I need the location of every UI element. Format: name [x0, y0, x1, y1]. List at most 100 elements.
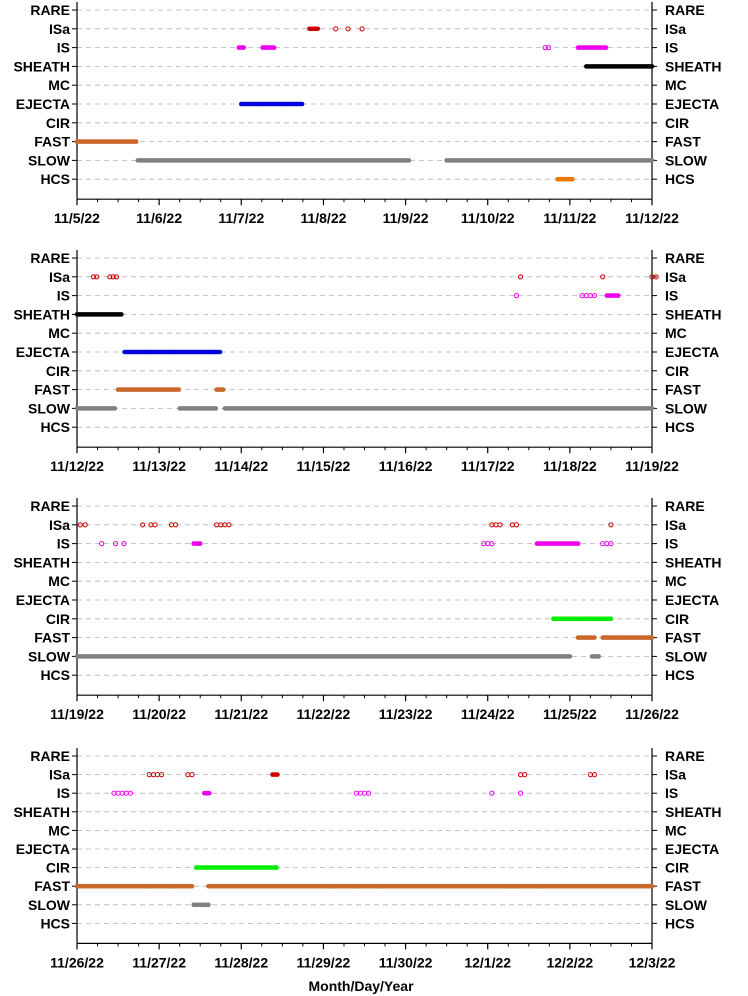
category-label-left: SHEATH	[13, 58, 70, 74]
marker-sheath	[649, 64, 655, 69]
x-tick-label: 11/20/22	[132, 706, 186, 722]
series-fast-solid	[74, 883, 655, 889]
category-label-right: HCS	[665, 419, 695, 435]
x-tick-label: 11/12/22	[50, 458, 104, 474]
category-label-right: CIR	[665, 363, 689, 379]
x-tick-label: 11/27/22	[132, 954, 186, 970]
category-label-left: MC	[48, 822, 70, 838]
x-tick-label: 11/5/22	[54, 210, 100, 226]
marker-isa-open	[517, 274, 524, 280]
series-isa-open	[90, 274, 659, 280]
series-fast-solid	[115, 387, 226, 392]
marker-isa-open	[189, 772, 195, 778]
category-label-right: EJECTA	[665, 96, 719, 112]
category-label-right: EJECTA	[665, 841, 719, 857]
marker-fast	[592, 635, 597, 640]
category-label-right: RARE	[665, 498, 705, 514]
x-tick-label: 11/11/22	[543, 210, 596, 226]
category-label-left: ISa	[49, 767, 70, 783]
category-label-left: EJECTA	[16, 841, 70, 857]
category-label-right: MC	[665, 325, 687, 341]
series-isa-solid	[270, 772, 280, 777]
marker-is-open	[517, 790, 524, 796]
category-label-left: HCS	[40, 915, 70, 931]
marker-cir	[274, 865, 279, 870]
marker-slow	[649, 158, 655, 163]
panel-4: RARE RARE ISa ISa IS IS SHEATH SHEATH MC MC EJECTA…	[13, 748, 722, 970]
series-sheath-solid	[583, 64, 655, 69]
x-tick-label: 11/8/22	[300, 210, 346, 226]
category-label-right: ISa	[665, 21, 686, 37]
marker-slow	[649, 406, 655, 411]
x-tick-label: 11/14/22	[214, 458, 268, 474]
marker-isa-open	[113, 274, 120, 280]
x-tick-label: 11/29/22	[297, 954, 351, 970]
x-tick-label: 11/18/22	[543, 458, 597, 474]
series-sheath-solid	[74, 312, 124, 317]
marker-isa-open	[653, 274, 659, 280]
marker-ejecta	[217, 349, 223, 355]
series-slow-solid	[74, 654, 601, 659]
marker-isa-open	[94, 274, 100, 280]
marker-isa-open	[333, 26, 339, 32]
marker-isa-open	[359, 26, 365, 32]
marker-is-open	[366, 790, 372, 796]
marker-isa-open	[513, 522, 520, 528]
x-tick-label: 11/19/22	[50, 706, 104, 722]
category-label-right: FAST	[665, 878, 701, 894]
x-tick-label: 11/22/22	[297, 706, 351, 722]
category-label-right: HCS	[665, 667, 695, 683]
category-label-right: ISa	[665, 269, 686, 285]
category-label-right: SLOW	[665, 648, 708, 664]
series-ejecta-solid	[238, 101, 305, 107]
x-tick-label: 11/24/22	[461, 706, 515, 722]
category-label-left: RARE	[30, 250, 70, 266]
series-is-solid	[202, 790, 212, 796]
category-label-right: SHEATH	[665, 804, 722, 820]
series-slow-solid	[74, 406, 655, 411]
marker-is-open	[513, 293, 520, 299]
category-label-right: IS	[665, 40, 678, 56]
category-label-left: SHEATH	[13, 554, 70, 570]
marker-isa-open	[90, 274, 97, 280]
x-tick-label: 11/30/22	[379, 954, 433, 970]
category-label-right: CIR	[665, 860, 689, 876]
marker-isa-open	[110, 274, 116, 280]
category-label-left: RARE	[30, 498, 70, 514]
category-label-left: SLOW	[28, 152, 71, 168]
marker-slow	[213, 406, 219, 411]
marker-fast	[649, 635, 655, 640]
category-label-left: RARE	[30, 2, 70, 18]
x-tick-label: 11/9/22	[383, 210, 429, 226]
marker-slow	[112, 406, 118, 411]
series-isa-solid	[307, 26, 320, 32]
x-tick-label: 11/26/22	[50, 954, 104, 970]
marker-slow	[406, 158, 412, 163]
category-label-left: CIR	[46, 611, 70, 627]
marker-slow	[206, 902, 211, 908]
marker-isa-open	[591, 772, 598, 778]
category-label-right: MC	[665, 822, 687, 838]
marker-isa-open	[77, 522, 83, 528]
marker-is	[197, 541, 203, 546]
category-label-right: CIR	[665, 115, 689, 131]
series-cir-solid	[551, 616, 614, 622]
category-label-left: MC	[48, 573, 70, 589]
marker-fast	[189, 883, 195, 889]
category-label-left: RARE	[30, 748, 70, 764]
series-is-open	[111, 790, 524, 796]
marker-is-open	[542, 45, 548, 51]
category-label-right: IS	[665, 536, 678, 552]
category-label-right: MC	[665, 573, 687, 589]
marker-is-open	[489, 541, 495, 547]
marker-isa-open	[152, 522, 158, 528]
marker-isa-open	[522, 772, 528, 778]
x-tick-label: 11/12/22	[625, 210, 679, 226]
category-label-right: RARE	[665, 2, 705, 18]
category-label-left: HCS	[40, 171, 70, 187]
category-label-right: RARE	[665, 748, 705, 764]
series-is-open	[542, 45, 552, 51]
marker-isa-open	[600, 274, 606, 280]
category-label-left: SLOW	[28, 897, 71, 913]
